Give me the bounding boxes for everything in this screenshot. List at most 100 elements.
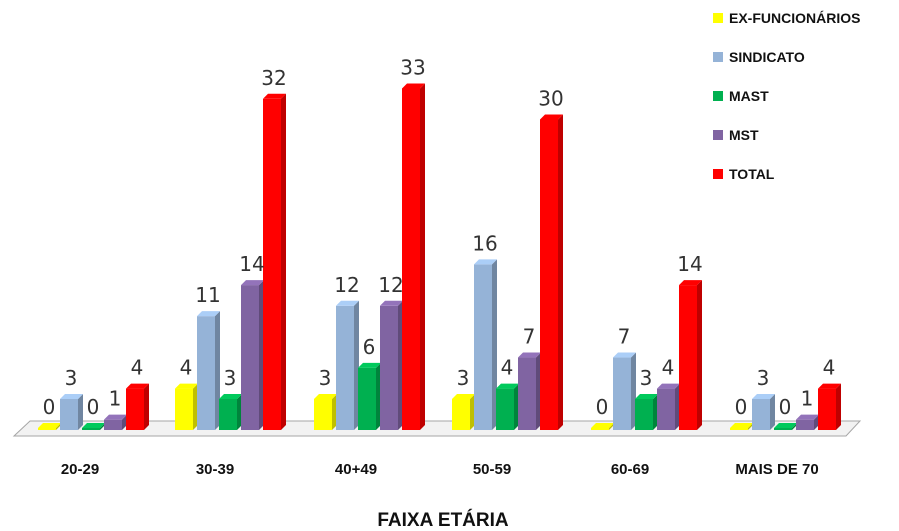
bar-side [259, 280, 264, 430]
bar-side [697, 280, 702, 430]
bar-top [730, 423, 753, 428]
bar-mast-60-69 [635, 393, 658, 430]
bar-top [38, 423, 61, 428]
bar-front [657, 388, 675, 430]
bar-top [175, 383, 198, 389]
data-label-mst-50-59: 7 [523, 325, 536, 349]
bar-side [631, 352, 636, 430]
data-label-sindicato-20-29: 3 [65, 366, 78, 390]
bar-side [420, 83, 425, 430]
bar-front [818, 388, 836, 430]
bar-side [492, 259, 497, 430]
data-label-sindicato-40-49: 12 [334, 273, 359, 297]
bar-mast-50-59 [496, 383, 519, 430]
data-label-mst-mais-de-70: 1 [801, 387, 814, 411]
bar-top [60, 393, 83, 399]
bar-front [197, 316, 215, 430]
data-label-mst-30-39: 14 [239, 252, 264, 276]
legend-swatch [713, 169, 723, 179]
legend-item-sindicato: SINDICATO [713, 49, 805, 65]
data-label-total-20-29: 4 [131, 356, 144, 380]
bar-side [514, 383, 519, 430]
bar-front [219, 398, 237, 430]
bar-sindicato-40-49 [336, 300, 359, 430]
data-label-total-30-39: 32 [261, 66, 286, 90]
data-label-ex-funcionarios-60-69: 0 [596, 395, 609, 419]
bar-front [474, 264, 492, 430]
legend-label: MST [729, 127, 759, 143]
bar-top [104, 414, 127, 420]
data-label-total-40-49: 33 [400, 55, 425, 79]
bar-front [752, 398, 770, 430]
bar-front [679, 285, 697, 430]
legend: EX-FUNCIONÁRIOS SINDICATO MAST MST TOTAL [713, 10, 860, 182]
bar-side [653, 393, 658, 430]
bar-top [126, 383, 149, 389]
bar-front [314, 398, 332, 430]
bar-mst-50-59 [518, 352, 541, 430]
bar-mst-30-39 [241, 280, 264, 430]
bar-mst-60-69 [657, 383, 680, 430]
bar-front [774, 428, 792, 430]
bar-total-50-59 [540, 114, 563, 430]
bar-side [814, 414, 819, 430]
data-label-mast-60-69: 3 [640, 366, 653, 390]
bar-top [380, 300, 403, 306]
bar-side [836, 383, 841, 430]
bar-front [540, 119, 558, 430]
bar-top [540, 114, 563, 120]
bar-side [536, 352, 541, 430]
bar-top [452, 393, 475, 399]
bar-top [679, 280, 702, 286]
data-label-mst-20-29: 1 [109, 387, 122, 411]
bar-mst-20-29 [104, 414, 127, 430]
category-labels: 20-29 30-39 40+49 50-59 60-69 MAIS DE 70 [61, 461, 819, 478]
data-label-ex-funcionarios-mais-de-70: 0 [735, 395, 748, 419]
bar-front [38, 428, 56, 430]
data-label-sindicato-30-39: 11 [195, 283, 220, 307]
legend-label: TOTAL [729, 166, 775, 182]
bar-top [402, 83, 425, 89]
bar-front [104, 419, 122, 430]
bar-front [591, 428, 609, 430]
bar-top [263, 93, 286, 99]
bar-side [237, 393, 242, 430]
bar-front [126, 388, 144, 430]
bar-top [613, 352, 636, 358]
bar-top [657, 383, 680, 389]
bar-front [263, 98, 281, 431]
bar-top [591, 423, 614, 428]
category-label-60-69: 60-69 [611, 461, 649, 478]
legend-item-total: TOTAL [713, 166, 775, 182]
bar-front [730, 428, 748, 430]
bar-top [82, 423, 105, 428]
bar-side [609, 423, 614, 430]
bar-side [675, 383, 680, 430]
bar-side [122, 414, 127, 430]
bar-sindicato-20-29 [60, 393, 83, 430]
bar-side [376, 362, 381, 430]
bar-front [402, 88, 420, 430]
bar-top [336, 300, 359, 306]
bar-mast-30-39 [219, 393, 242, 430]
category-label-30-39: 30-39 [196, 461, 234, 478]
bar-sindicato-60-69 [613, 352, 636, 430]
bar-total-40-49 [402, 83, 425, 430]
bar-top [219, 393, 242, 399]
data-label-ex-funcionarios-20-29: 0 [43, 395, 56, 419]
data-label-mst-40-49: 12 [378, 273, 403, 297]
bar-front [175, 388, 193, 430]
bar-front [452, 398, 470, 430]
bar-ex-funcionarios-mais-de-70 [730, 423, 753, 430]
data-label-total-60-69: 14 [677, 252, 702, 276]
bar-side [770, 393, 775, 430]
bar-sindicato-30-39 [197, 311, 220, 430]
bar-top [752, 393, 775, 399]
bar-total-20-29 [126, 383, 149, 430]
bar-ex-funcionarios-20-29 [38, 423, 61, 430]
bar-front [82, 428, 100, 430]
bar-top [474, 259, 497, 265]
bar-ex-funcionarios-50-59 [452, 393, 475, 430]
bar-top [197, 311, 220, 317]
